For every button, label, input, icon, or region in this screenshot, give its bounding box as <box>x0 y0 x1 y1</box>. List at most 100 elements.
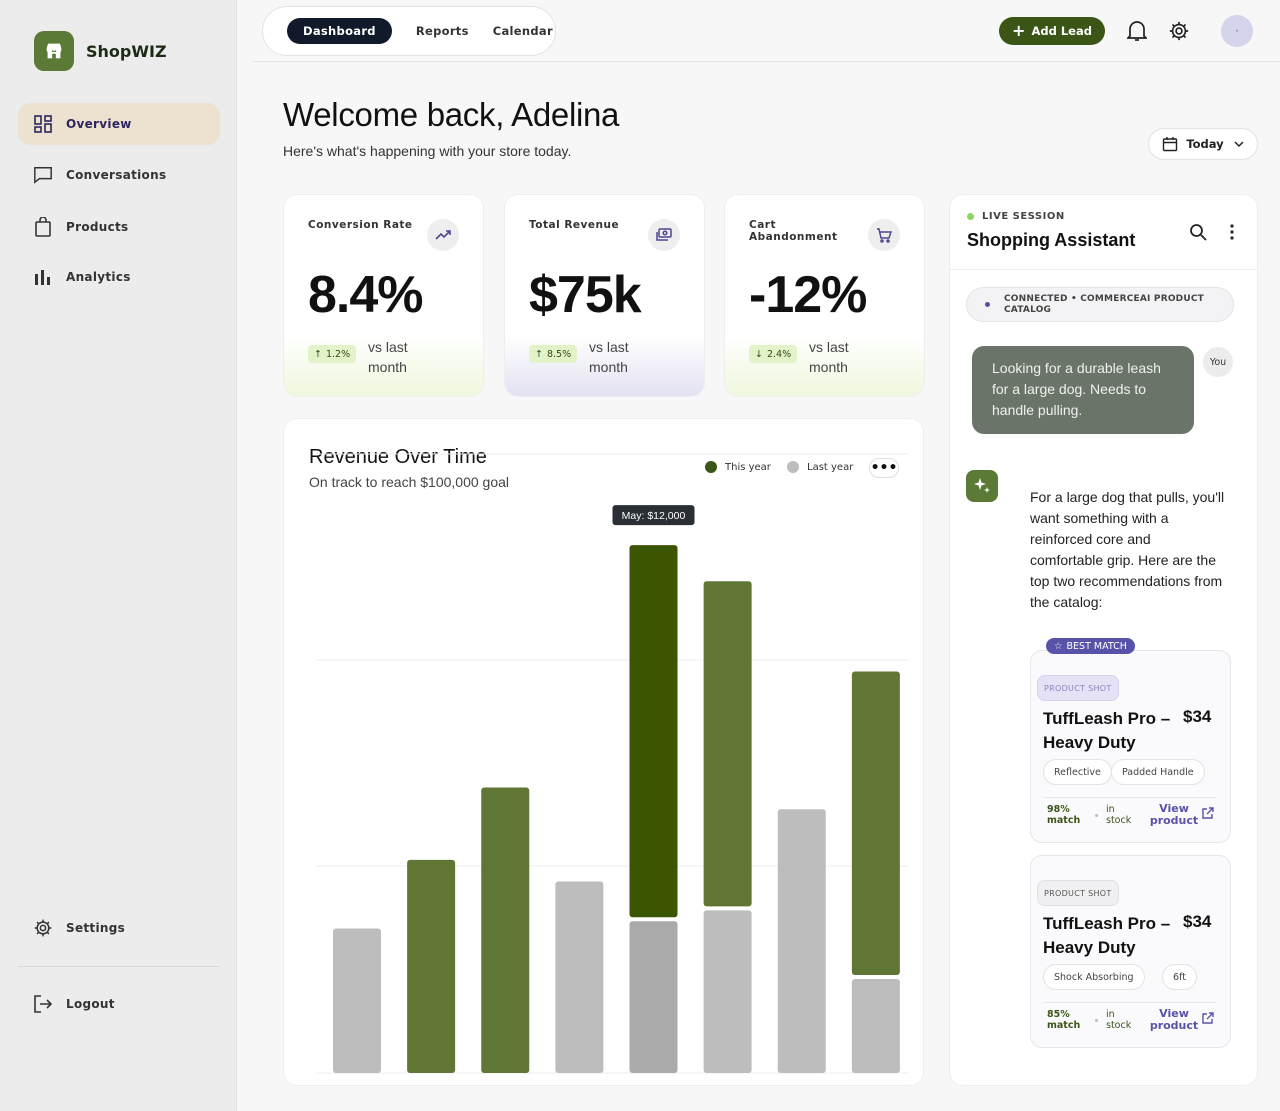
product-card[interactable]: PRODUCT SHOT TuffLeash Pro – Heavy Duty … <box>1030 855 1231 1048</box>
sidebar-item-label: Products <box>66 220 129 234</box>
product-tag: 6ft <box>1162 964 1197 990</box>
tab-calendar[interactable]: Calendar <box>492 24 553 38</box>
arrow-up-icon: ↑ <box>314 348 322 360</box>
bar-last-year[interactable] <box>703 910 752 1073</box>
brand-name: ShopWIZ <box>86 41 167 61</box>
live-dot <box>967 213 974 220</box>
user-avatar: You <box>1203 347 1233 377</box>
bar-this-year[interactable] <box>481 787 530 1073</box>
bar-this-year[interactable] <box>407 859 456 1073</box>
bar-last-year[interactable] <box>555 881 604 1073</box>
revenue-chart-card: Revenue Over Time On track to reach $100… <box>283 418 924 1086</box>
stat-value: $75k <box>529 266 642 324</box>
sidebar-item-label: Settings <box>66 921 126 935</box>
tab-dashboard[interactable]: Dashboard <box>287 18 392 44</box>
separator-dot <box>1095 1019 1098 1022</box>
ellipsis-icon: ••• <box>870 460 898 476</box>
bar-last-year[interactable] <box>333 928 381 1073</box>
chart-subtitle: On track to reach $100,000 goal <box>309 474 510 490</box>
stat-value: -12% <box>749 266 867 324</box>
period-select[interactable]: Today <box>1148 128 1258 160</box>
product-name: TuffLeash Pro – Heavy Duty <box>1043 709 1171 752</box>
bar-last-year[interactable] <box>629 921 678 1073</box>
bar-this-year[interactable] <box>629 545 678 918</box>
sidebar-item-analytics[interactable]: Analytics <box>18 256 220 298</box>
add-lead-label: Add Lead <box>1031 24 1092 38</box>
status-dot <box>985 302 990 307</box>
product-name: TuffLeash Pro – Heavy Duty <box>1043 914 1171 957</box>
sidebar-item-label: Conversations <box>66 168 167 182</box>
chart-title: Revenue Over Time <box>309 446 487 468</box>
connection-label: CONNECTED • COMMERCEAI PRODUCT CATALOG <box>1004 293 1204 315</box>
stat-comparison: vs last month <box>368 339 408 375</box>
external-link-icon[interactable] <box>1202 1012 1214 1024</box>
bar-last-year[interactable] <box>777 809 826 1073</box>
live-session-indicator: LIVE SESSION <box>967 211 1065 222</box>
product-card[interactable]: PRODUCT SHOT TuffLeash Pro – Heavy Duty … <box>1030 650 1231 843</box>
legend-this-year[interactable]: This year <box>705 461 771 473</box>
brand[interactable]: ShopWIZ <box>34 31 167 71</box>
gear-icon <box>33 918 53 938</box>
stock-status: in stock <box>1106 1009 1132 1031</box>
chart-tooltip: May: $12,000 <box>612 505 695 526</box>
bar-last-year[interactable] <box>851 979 900 1073</box>
topbar: Dashboard Reports Calendar + Add Lead • <box>252 0 1280 62</box>
stat-card-conversion[interactable]: Conversion Rate 8.4% ↑ 1.2% vs last month <box>283 194 484 397</box>
legend-label: Last year <box>807 461 854 473</box>
sidebar-item-label: Logout <box>66 997 115 1011</box>
change-value: 8.5% <box>546 348 572 360</box>
stat-comparison: vs last month <box>809 339 849 375</box>
change-badge: ↑ 1.2% <box>308 345 357 363</box>
stat-title: Cart Abandonment <box>749 219 838 243</box>
assistant-message: For a large dog that pulls, you'll want … <box>1030 489 1225 610</box>
tab-reports[interactable]: Reports <box>415 24 469 38</box>
connection-status: CONNECTED • COMMERCEAI PRODUCT CATALOG <box>966 287 1234 322</box>
bar-this-year[interactable] <box>851 671 900 976</box>
shopping-bag-icon <box>33 217 53 237</box>
divider <box>18 966 220 967</box>
legend-dot <box>787 461 799 473</box>
avatar[interactable]: • <box>1221 15 1253 47</box>
sidebar-item-settings[interactable]: Settings <box>18 907 220 949</box>
stat-title: Conversion Rate <box>308 219 413 231</box>
legend-last-year[interactable]: Last year <box>787 461 853 473</box>
change-badge: ↓ 2.4% <box>749 345 798 363</box>
change-value: 1.2% <box>325 348 351 360</box>
dashboard-icon <box>33 114 53 134</box>
sidebar-item-conversations[interactable]: Conversations <box>18 154 220 196</box>
plus-icon: + <box>1012 21 1026 40</box>
cart-icon <box>868 219 900 251</box>
stat-card-cart[interactable]: Cart Abandonment -12% ↓ 2.4% vs last mont… <box>724 194 925 397</box>
sidebar-item-overview[interactable]: Overview <box>18 103 220 145</box>
logout-button[interactable]: Logout <box>18 983 220 1025</box>
product-shot-placeholder: PRODUCT SHOT <box>1037 675 1119 701</box>
stat-card-revenue[interactable]: Total Revenue $75k ↑ 8.5% vs last month <box>504 194 705 397</box>
stat-comparison: vs last month <box>589 339 629 375</box>
sidebar-item-products[interactable]: Products <box>18 206 220 248</box>
period-label: Today <box>1186 137 1224 151</box>
product-tag: Reflective <box>1043 759 1112 785</box>
revenue-bar-chart: May: $12,000 <box>316 453 909 1074</box>
more-vertical-icon[interactable] <box>1229 224 1235 244</box>
chevron-down-icon <box>1234 141 1244 148</box>
live-label: LIVE SESSION <box>982 211 1065 222</box>
sidebar-item-label: Analytics <box>66 270 131 284</box>
page-title: Welcome back, Adelina <box>283 96 620 133</box>
external-link-icon[interactable] <box>1202 807 1214 819</box>
view-product-link[interactable]: View product <box>1149 1007 1199 1032</box>
assistant-title: Shopping Assistant <box>967 230 1136 250</box>
legend-dot <box>705 461 717 473</box>
search-icon[interactable] <box>1189 223 1207 245</box>
divider <box>1043 797 1216 798</box>
bar-this-year[interactable] <box>703 581 752 907</box>
more-options-button[interactable]: ••• <box>869 458 899 478</box>
user-message: Looking for a durable leash for a large … <box>972 346 1194 434</box>
product-price: $34 <box>1183 707 1212 726</box>
view-product-link[interactable]: View product <box>1149 802 1199 827</box>
product-tag: Shock Absorbing <box>1043 964 1145 990</box>
add-lead-button[interactable]: + Add Lead <box>999 17 1105 45</box>
legend-label: This year <box>725 461 771 473</box>
gear-icon[interactable] <box>1167 19 1191 43</box>
stat-title: Total Revenue <box>529 219 620 231</box>
bell-icon[interactable] <box>1125 19 1149 43</box>
